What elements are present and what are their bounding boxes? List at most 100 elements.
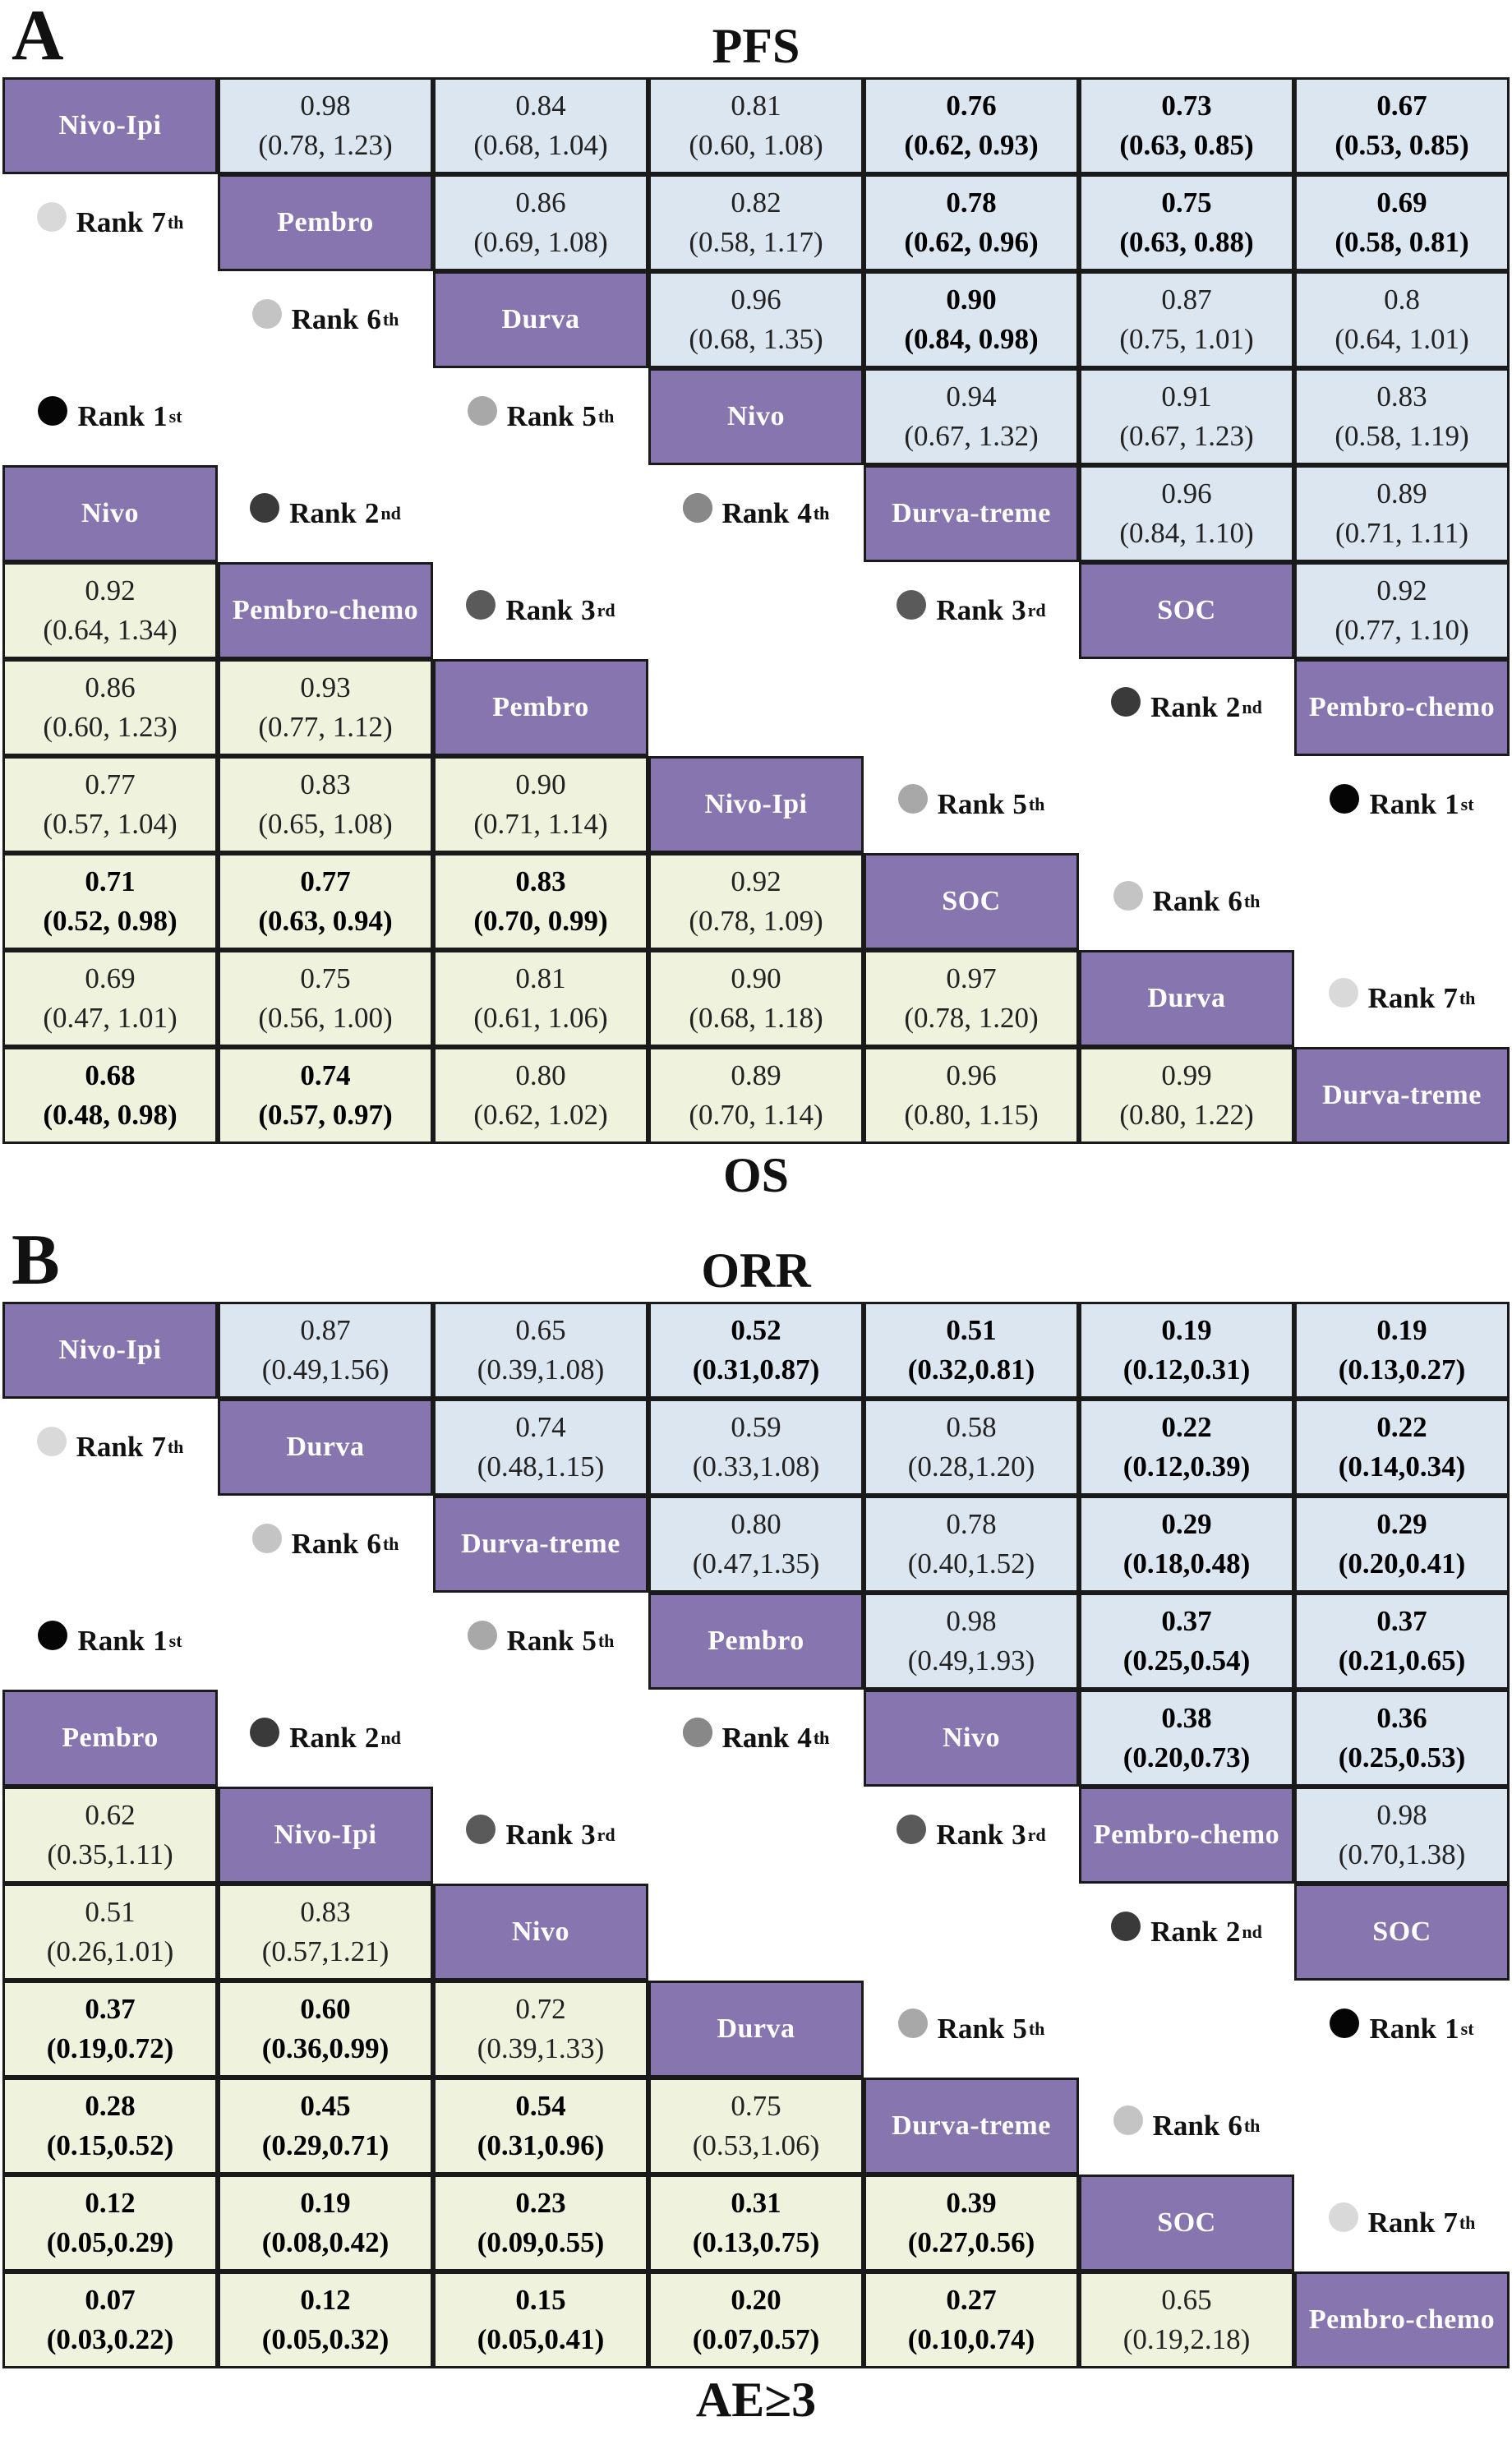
- confidence-interval: (0.70, 0.99): [473, 905, 608, 937]
- confidence-interval: (0.71, 1.14): [473, 808, 608, 840]
- estimate-value: 0.81: [515, 962, 566, 994]
- confidence-interval: (0.12,0.39): [1122, 1450, 1251, 1483]
- confidence-interval: (0.52, 0.98): [43, 905, 177, 937]
- lower-diagonal-treatment: Nivo: [2, 465, 218, 562]
- rank-word: Rank: [1369, 2013, 1437, 2045]
- rank-word: Rank: [936, 594, 1004, 626]
- lower-comparison-cell: 0.93 (0.77, 1.12): [218, 659, 433, 756]
- rank-word: Rank: [721, 1722, 790, 1754]
- rank-dot-icon: [466, 1815, 496, 1844]
- estimate-value: 0.86: [85, 671, 136, 703]
- confidence-interval: (0.78, 1.09): [689, 905, 823, 937]
- estimate-value: 0.80: [515, 1059, 566, 1091]
- upper-comparison-cell: 0.91 (0.67, 1.23): [1079, 368, 1294, 465]
- confidence-interval: (0.28,1.20): [907, 1450, 1035, 1483]
- rank-number: 6: [366, 303, 381, 335]
- confidence-interval: (0.67, 1.23): [1119, 420, 1254, 452]
- confidence-interval: (0.60, 1.08): [689, 129, 823, 161]
- confidence-interval: (0.57, 1.04): [43, 808, 177, 840]
- rank-suffix: nd: [1242, 697, 1262, 717]
- lower-comparison-cell: 0.83 (0.57,1.21): [218, 1884, 433, 1981]
- confidence-interval: (0.58, 1.17): [689, 226, 823, 258]
- estimate-value: 0.69: [1376, 187, 1427, 219]
- rank-suffix: th: [1028, 2018, 1045, 2039]
- estimate-value: 0.96: [1161, 477, 1212, 510]
- lower-comparison-cell: 0.69 (0.47, 1.01): [2, 950, 218, 1047]
- confidence-interval: (0.68, 1.18): [689, 1002, 823, 1034]
- rank-word: Rank: [1150, 691, 1218, 723]
- confidence-interval: (0.77, 1.12): [258, 711, 393, 743]
- estimate-value: 0.19: [1376, 1314, 1427, 1346]
- lower-comparison-cell: 0.75 (0.53,1.06): [648, 2078, 864, 2175]
- rank-dot-icon: [467, 1621, 497, 1650]
- rank-word: Rank: [1369, 788, 1437, 820]
- confidence-interval: (0.64, 1.01): [1335, 323, 1469, 355]
- confidence-interval: (0.84, 0.98): [904, 323, 1039, 355]
- rank-suffix: th: [1459, 988, 1476, 1008]
- lower-comparison-cell: 0.83 (0.65, 1.08): [218, 756, 433, 853]
- lower-diagonal-treatment: Pembro: [2, 1690, 218, 1787]
- rank-word: Rank: [289, 1722, 357, 1754]
- confidence-interval: (0.40,1.52): [907, 1547, 1035, 1580]
- rank-suffix: st: [168, 406, 182, 427]
- confidence-interval: (0.05,0.29): [46, 2226, 174, 2258]
- lower-comparison-cell: 0.89 (0.70, 1.14): [648, 1047, 864, 1144]
- rank-word: Rank: [291, 1528, 359, 1560]
- estimate-value: 0.37: [1161, 1605, 1212, 1637]
- rank-dot-icon: [897, 590, 927, 620]
- rank-word: Rank: [721, 497, 790, 529]
- upper-comparison-cell: 0.29 (0.18,0.48): [1079, 1496, 1294, 1593]
- lower-comparison-cell: 0.77 (0.63, 0.94): [218, 853, 433, 950]
- lower-comparison-cell: 0.54 (0.31,0.96): [433, 2078, 648, 2175]
- estimate-value: 0.28: [85, 2090, 136, 2122]
- lower-comparison-cell: 0.83 (0.70, 0.99): [433, 853, 648, 950]
- confidence-interval: (0.58, 1.19): [1335, 420, 1469, 452]
- panel-top-title: PFS: [712, 19, 800, 73]
- upper-diagonal-treatment: Nivo-Ipi: [2, 1302, 218, 1399]
- upper-diagonal-treatment: Durva-treme: [433, 1496, 648, 1593]
- upper-comparison-cell: 0.58 (0.28,1.20): [864, 1399, 1079, 1496]
- upper-diagonal-treatment: Nivo: [864, 1690, 1079, 1787]
- confidence-interval: (0.65, 1.08): [258, 808, 393, 840]
- upper-comparison-cell: 0.36 (0.25,0.53): [1294, 1690, 1510, 1787]
- confidence-interval: (0.71, 1.11): [1335, 517, 1468, 549]
- rank-number: 3: [1012, 1819, 1026, 1851]
- rank-number: 5: [1012, 2013, 1027, 2045]
- rank-number: 3: [581, 1819, 596, 1851]
- lower-comparison-cell: 0.81 (0.61, 1.06): [433, 950, 648, 1047]
- estimate-value: 0.82: [731, 187, 781, 219]
- rank-word: Rank: [1367, 2207, 1436, 2239]
- rank-dot-icon: [251, 299, 282, 329]
- lower-comparison-cell: 0.39 (0.27,0.56): [864, 2175, 1079, 2271]
- panel-b: B ORR Nivo-Ipi 0.87 (0.49,1.56) 0.65 (0.39,1…: [0, 1224, 1512, 2449]
- estimate-value: 0.93: [300, 671, 351, 703]
- rank-number: 1: [1445, 788, 1459, 820]
- confidence-interval: (0.18,0.48): [1122, 1547, 1251, 1580]
- league-table: Nivo-Ipi 0.87 (0.49,1.56) 0.65 (0.39,1.08) 0.…: [0, 1302, 1512, 2372]
- rank-word: Rank: [76, 206, 144, 238]
- upper-diagonal-treatment: Pembro: [218, 174, 433, 271]
- rank-suffix: nd: [1242, 1921, 1262, 1942]
- panel-bottom-title: AE≥3: [695, 2373, 817, 2427]
- rank-number: 1: [1445, 2013, 1459, 2045]
- estimate-value: 0.23: [515, 2187, 566, 2219]
- estimate-value: 0.22: [1376, 1411, 1427, 1443]
- rank-dot-icon: [36, 202, 67, 232]
- confidence-interval: (0.20,0.41): [1338, 1547, 1466, 1580]
- estimate-value: 0.39: [946, 2187, 997, 2219]
- confidence-interval: (0.49,1.56): [261, 1354, 390, 1386]
- upper-comparison-cell: 0.83 (0.58, 1.19): [1294, 368, 1510, 465]
- estimate-value: 0.83: [515, 865, 566, 897]
- lower-comparison-cell: 0.90 (0.68, 1.18): [648, 950, 864, 1047]
- rank-dot-icon: [682, 1718, 712, 1747]
- estimate-value: 0.54: [515, 2090, 566, 2122]
- rank-number: 7: [1443, 982, 1458, 1014]
- estimate-value: 0.98: [300, 90, 351, 122]
